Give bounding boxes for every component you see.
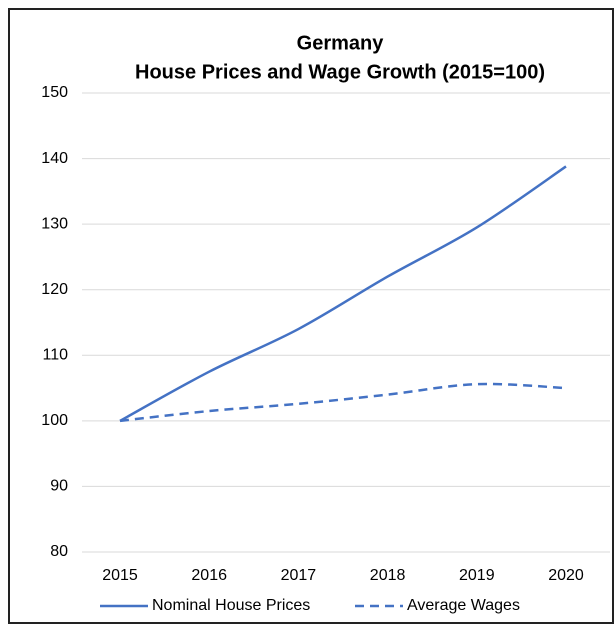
y-tick-label: 150 xyxy=(41,84,68,101)
y-tick-label: 100 xyxy=(41,412,68,429)
y-tick-label: 110 xyxy=(42,347,68,364)
x-tick-label: 2020 xyxy=(548,567,584,584)
y-tick-label: 90 xyxy=(50,478,68,495)
line-series xyxy=(119,382,567,423)
chart-border xyxy=(8,8,614,624)
x-tick-label: 2017 xyxy=(281,567,317,584)
legend-label: Nominal House Prices xyxy=(152,597,310,614)
line-series xyxy=(119,165,567,422)
y-tick-label: 140 xyxy=(41,150,68,167)
x-tick-label: 2019 xyxy=(459,567,495,584)
x-tick-label: 2018 xyxy=(370,567,406,584)
y-tick-label: 80 xyxy=(50,543,68,560)
chart-subtitle: House Prices and Wage Growth (2015=100) xyxy=(135,61,545,83)
chart-title: Germany xyxy=(297,32,385,54)
y-tick-label: 120 xyxy=(41,281,68,298)
y-tick-label: 130 xyxy=(41,215,68,232)
legend-label: Average Wages xyxy=(407,597,520,614)
x-tick-label: 2015 xyxy=(102,567,138,584)
x-tick-label: 2016 xyxy=(191,567,227,584)
